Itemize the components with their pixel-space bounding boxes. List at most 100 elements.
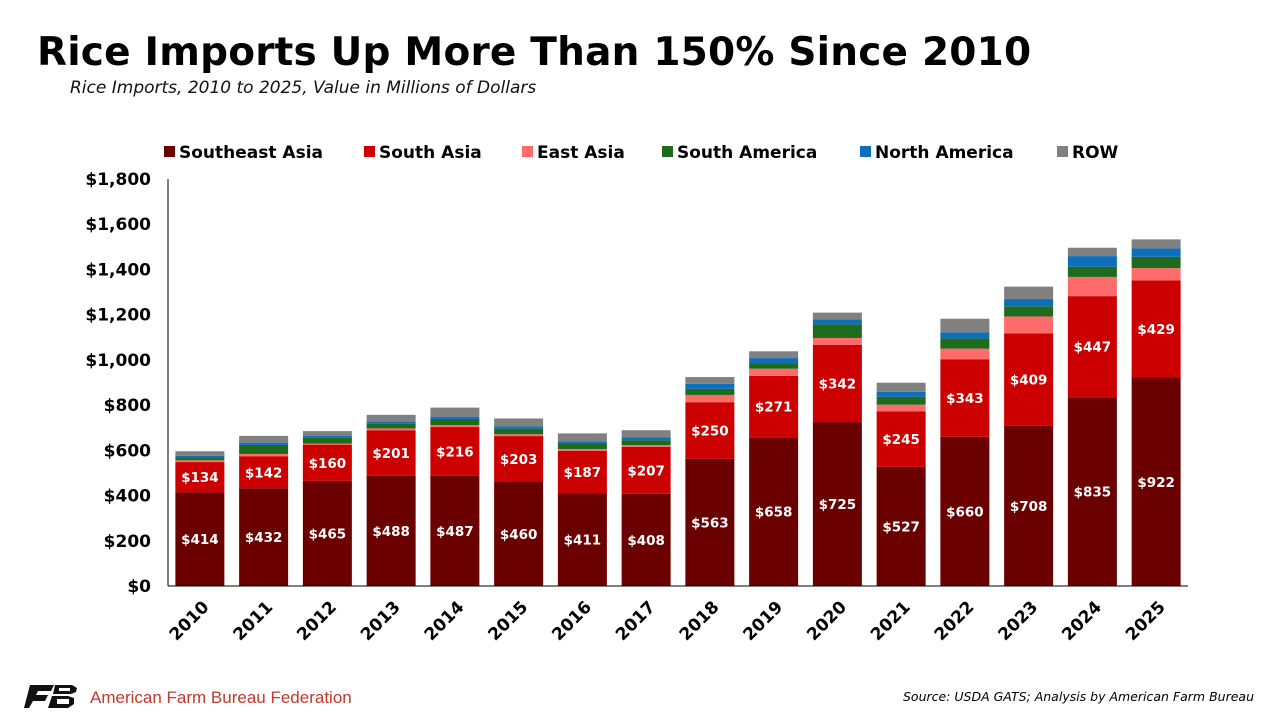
data-label: $203 [500,452,538,468]
bar-segment-0-2024 [1067,397,1117,586]
x-tick-label: 2025 [1122,597,1170,645]
bar-segment-5-2018 [685,377,735,384]
data-label: $409 [1010,373,1048,389]
data-label: $460 [500,527,538,543]
data-label: $922 [1137,475,1175,491]
bars: $414 $134 $432 $142 $465 $160 $488 $201 $487 $216… [175,239,1181,586]
bar-segment-5-2020 [812,312,862,320]
bar-segment-0-2015 [494,481,544,586]
bar-segment-2-2012 [302,443,352,445]
bar-segment-4-2020 [812,319,862,325]
data-label: $245 [882,432,920,448]
bar-segment-5-2019 [749,351,799,359]
bar-segment-4-2012 [302,435,352,438]
bar-segment-5-2017 [621,430,671,438]
bar-segment-4-2019 [749,358,799,364]
bar-segment-0-2010 [175,492,225,586]
bar-segment-3-2018 [685,388,735,395]
data-label: $563 [691,515,729,531]
legend-label-4: North America [875,143,1014,163]
chart-title: Rice Imports Up More Than 150% Since 201… [37,30,1032,75]
organization-name: American Farm Bureau Federation [90,688,352,707]
bar-segment-3-2015 [494,428,544,435]
y-tick-label: $0 [127,577,151,597]
y-tick-label: $200 [104,532,151,552]
y-tick-label: $1,800 [85,170,151,190]
bar-segment-3-2010 [175,458,225,461]
bar-segment-5-2013 [366,414,416,422]
farm-bureau-logo-icon [24,685,77,708]
bar-segment-2-2024 [1067,276,1117,297]
bar-segment-0-2014 [430,475,480,586]
x-tick-label: 2022 [931,597,979,645]
bar-segment-2-2025 [1131,268,1181,281]
bar-segment-5-2025 [1131,239,1181,249]
bar-segment-0-2025 [1131,377,1181,586]
data-label: $465 [309,526,347,542]
x-tick-label: 2019 [740,597,788,645]
legend-swatch-2 [522,146,533,157]
bar-segment-1-2014 [430,427,480,476]
x-tick-label: 2015 [485,597,533,645]
bar-segment-3-2024 [1067,266,1117,277]
bar-segment-3-2025 [1131,256,1181,269]
data-label: $487 [436,524,474,540]
data-label: $660 [946,504,984,520]
bar-segment-1-2023 [1004,333,1054,426]
x-tick-label: 2010 [166,597,214,645]
bar-segment-4-2016 [557,441,607,445]
bar-segment-5-2010 [175,451,225,456]
bar-segment-3-2022 [940,338,990,349]
bar-segment-2-2018 [685,394,735,403]
bar-segment-4-2023 [1004,299,1054,307]
bar-segment-5-2021 [876,382,926,392]
y-tick-label: $400 [104,487,151,507]
data-label: $134 [181,470,219,486]
bar-segment-4-2010 [175,455,225,459]
y-tick-label: $1,400 [85,260,151,280]
data-label: $432 [245,530,283,546]
bar-segment-4-2021 [876,391,926,397]
data-label: $429 [1137,322,1175,338]
data-label: $342 [819,376,857,392]
bar-segment-2-2015 [494,434,544,437]
legend-label-3: South America [677,143,817,163]
y-tick-label: $600 [104,441,151,461]
bar-segment-5-2016 [557,433,607,442]
y-tick-label: $1,000 [85,351,151,371]
bar-segment-0-2011 [239,488,289,586]
y-tick-label: $1,600 [85,215,151,235]
x-tick-label: 2017 [612,597,660,645]
bar-segment-1-2012 [302,444,352,481]
x-tick-label: 2013 [357,597,405,645]
bar-segment-3-2012 [302,437,352,444]
bar-segment-5-2014 [430,407,480,417]
legend-swatch-4 [860,146,871,157]
bar-segment-0-2020 [812,422,862,586]
bar-segment-1-2021 [876,411,926,467]
bar-segment-5-2015 [494,418,544,427]
data-label: $414 [181,532,219,548]
data-label: $343 [946,391,984,407]
x-tick-label: 2021 [867,597,915,645]
bar-segment-0-2019 [749,437,799,586]
bar-segment-1-2011 [239,456,289,489]
bar-segment-0-2018 [685,458,735,586]
bar-segment-3-2020 [812,324,862,338]
bar-segment-4-2022 [940,332,990,339]
bar-segment-5-2024 [1067,247,1117,257]
bar-segment-1-2020 [812,344,862,423]
bar-segment-1-2010 [175,462,225,493]
bar-segment-3-2013 [366,423,416,429]
legend-label-2: East Asia [537,143,625,163]
bar-segment-5-2023 [1004,286,1054,300]
bar-segment-5-2022 [940,318,990,333]
bar-segment-2-2020 [812,337,862,345]
bar-segment-1-2013 [366,430,416,476]
bar-segment-0-2013 [366,475,416,586]
bar-segment-0-2017 [621,493,671,586]
bar-segment-5-2012 [302,431,352,436]
bar-segment-4-2013 [366,421,416,424]
bar-segment-3-2021 [876,396,926,405]
bar-segment-1-2017 [621,446,671,494]
